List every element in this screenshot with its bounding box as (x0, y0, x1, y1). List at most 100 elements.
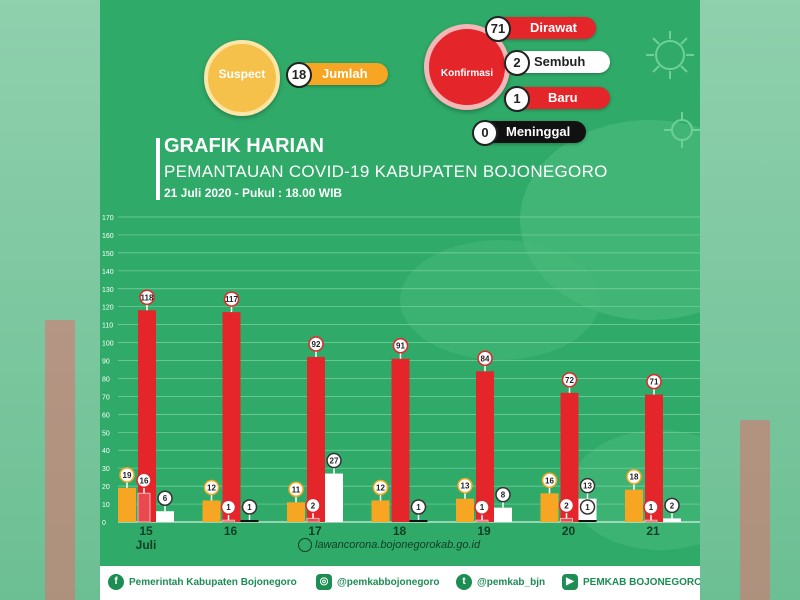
data-label-bubble (157, 490, 173, 506)
instagram-label: @pemkabbojonegoro (337, 577, 440, 588)
footer-twitter[interactable]: t @pemkab_bjn (456, 574, 545, 592)
blurred-bar (740, 420, 770, 600)
data-label: 71 (650, 378, 659, 387)
y-tick-label: 60 (102, 412, 110, 419)
twitter-label: @pemkab_bjn (477, 577, 546, 588)
y-tick-label: 120 (102, 305, 114, 312)
y-tick-label: 140 (102, 269, 114, 276)
data-label-bubble (477, 350, 493, 367)
data-label: 117 (225, 295, 238, 304)
website-text: lawancorona.bojonegorokab.go.id (315, 538, 481, 551)
data-label-bubble (579, 499, 596, 515)
data-label: 1 (416, 503, 421, 512)
data-label: 1 (480, 503, 485, 512)
y-tick-label: 40 (102, 448, 110, 455)
twitter-icon: t (456, 574, 472, 591)
data-label-bubble (223, 291, 240, 307)
data-label: 19 (123, 471, 132, 480)
footer-facebook[interactable]: f Pemerintah Kabupaten Bojonegoro (108, 574, 297, 592)
y-tick-label: 90 (102, 359, 110, 366)
data-label-bubble (626, 468, 642, 485)
data-label: 1 (585, 503, 590, 512)
konfirmasi-label: Konfirmasi (440, 68, 494, 79)
bar-sembuh (156, 511, 174, 522)
chart-title: GRAFIK HARIAN (164, 135, 324, 157)
y-tick-label: 20 (102, 484, 110, 491)
bar-meninggal (240, 520, 259, 522)
data-label: 1 (649, 503, 654, 512)
instagram-icon: ◎ (316, 574, 332, 591)
data-label-bubble (136, 472, 152, 489)
data-label: 18 (630, 473, 639, 482)
bar-dirawat (476, 371, 494, 522)
y-tick-label: 170 (102, 215, 114, 222)
title-accent-bar (156, 138, 160, 200)
bar-meninggal (578, 520, 597, 522)
x-tick-label: 15 (139, 524, 153, 538)
y-tick-label: 10 (102, 502, 110, 509)
meninggal-label: Meninggal (506, 124, 571, 139)
data-label-bubble (119, 467, 135, 483)
y-tick-label: 130 (102, 287, 114, 294)
data-label: 2 (311, 501, 316, 510)
baru-pill: Baru (504, 87, 610, 109)
data-label: 6 (163, 494, 168, 503)
y-tick-label: 160 (102, 233, 114, 240)
data-label: 11 (292, 485, 301, 494)
data-label: 72 (565, 376, 574, 385)
data-label: 12 (207, 483, 216, 492)
bar-baru (222, 519, 235, 523)
data-label-bubble (308, 336, 324, 352)
data-label-bubble (305, 497, 321, 514)
bar-baru (137, 492, 151, 523)
data-label: 13 (583, 482, 592, 491)
bar-suspect (625, 489, 643, 522)
right-blurred-margin (700, 0, 800, 600)
data-label-bubble (541, 472, 558, 489)
data-label-bubble (410, 499, 427, 515)
y-tick-label: 70 (102, 394, 110, 401)
data-label: 16 (140, 476, 149, 485)
facebook-label: Pemerintah Kabupaten Bojonegoro (129, 577, 297, 588)
data-label: 1 (226, 503, 231, 512)
footer-youtube[interactable]: ▶ PEMKAB BOJONEGORO (562, 574, 700, 592)
data-label-bubble (664, 497, 680, 514)
website-link[interactable]: lawancorona.bojonegorokab.go.id (298, 538, 480, 552)
map-silhouette (400, 240, 600, 360)
baru-label: Baru (548, 90, 578, 105)
meninggal-badge: 0 (472, 120, 498, 146)
suspect-count-pill: Jumlah (288, 63, 388, 85)
data-label-bubble (220, 499, 237, 515)
facebook-icon: f (108, 574, 124, 591)
data-label: 92 (312, 340, 321, 349)
baru-badge: 1 (504, 86, 530, 112)
data-label-bubble (372, 479, 389, 496)
sembuh-label: Sembuh (534, 54, 586, 69)
dirawat-badge: 71 (485, 16, 511, 42)
data-label-bubble (241, 499, 258, 515)
data-label: 84 (481, 354, 490, 363)
data-label-bubble (646, 373, 662, 390)
bar-meninggal (409, 520, 428, 522)
data-label-bubble (288, 481, 304, 498)
suspect-label: Suspect (218, 67, 266, 81)
data-label: 8 (501, 491, 506, 500)
data-label: 2 (670, 501, 675, 510)
bar-dirawat (307, 356, 325, 522)
globe-icon (298, 538, 312, 552)
bar-suspect (540, 493, 559, 522)
data-label: 13 (461, 482, 470, 491)
bar-suspect (287, 502, 305, 522)
x-tick-label: 20 (562, 524, 576, 538)
sembuh-badge: 2 (504, 50, 530, 76)
footer-instagram[interactable]: ◎ @pemkabbojonegoro (316, 574, 440, 592)
chart-subtitle: PEMANTAUAN COVID-19 KABUPATEN BOJONEGORO (164, 162, 608, 181)
x-tick-sublabel: Juli (136, 538, 157, 552)
data-label-bubble (203, 479, 220, 496)
virus-icon (664, 112, 700, 148)
y-tick-label: 110 (102, 323, 113, 330)
data-label-bubble (579, 477, 596, 494)
dirawat-pill: Dirawat (490, 17, 596, 39)
y-tick-label: 30 (102, 466, 110, 473)
x-tick-label: 17 (308, 524, 322, 538)
